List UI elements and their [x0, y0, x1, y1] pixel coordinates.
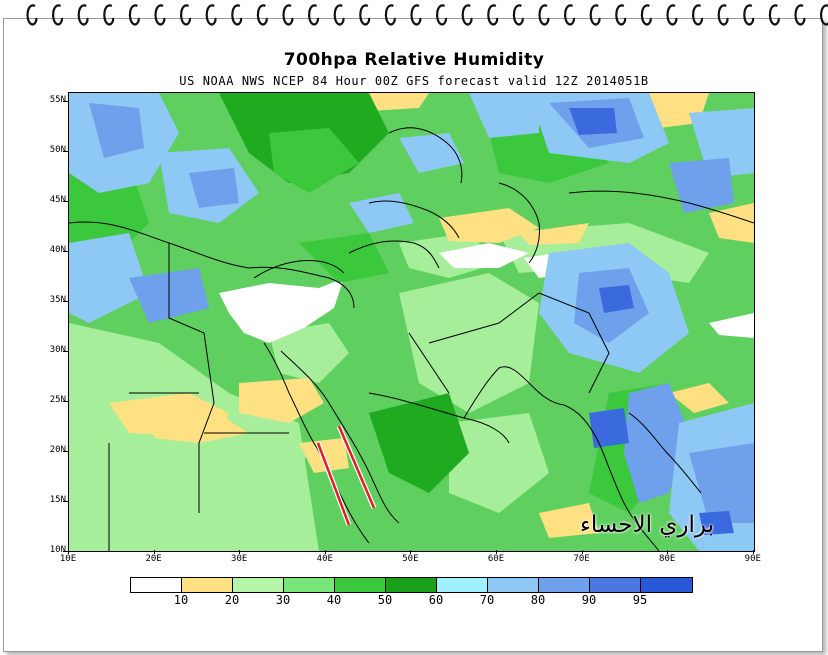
latitude-tick-label: 10N [49, 545, 66, 555]
binding-ring [743, 4, 755, 26]
binding-ring [794, 4, 806, 26]
latitude-tick-mark [63, 151, 68, 152]
binding-ring [52, 4, 63, 26]
binding-ring [487, 4, 499, 26]
binding-ring [384, 4, 396, 26]
legend-value-label: 10 [173, 593, 189, 607]
legend-value-label: 80 [530, 593, 546, 607]
longitude-tick-mark [667, 550, 669, 554]
longitude-tick-mark [153, 550, 155, 554]
color-legend-bar [130, 577, 693, 593]
longitude-tick-label: 80E [659, 554, 676, 564]
legend-value-label: 95 [632, 593, 648, 607]
legend-color-cell [590, 578, 641, 592]
binding-ring [103, 4, 115, 26]
legend-value-label: 50 [377, 593, 393, 607]
legend-color-cell [335, 578, 386, 592]
longitude-tick-label: 40E [316, 554, 333, 564]
binding-ring [512, 4, 524, 26]
legend-color-cell [437, 578, 488, 592]
legend-value-label: 40 [326, 593, 342, 607]
latitude-tick-label: 45N [49, 195, 66, 205]
longitude-tick-label: 90E [744, 554, 761, 564]
longitude-tick-mark [239, 550, 241, 554]
binding-ring [538, 4, 550, 26]
binding-ring [77, 4, 89, 26]
legend-color-cell [641, 578, 692, 592]
longitude-tick-label: 50E [402, 554, 419, 564]
latitude-tick-mark [63, 101, 68, 102]
latitude-tick-label: 40N [49, 245, 66, 255]
longitude-tick-label: 30E [231, 554, 248, 564]
binding-ring [333, 4, 345, 26]
binding-ring [589, 4, 601, 26]
map-subtitle: US NOAA NWS NCEP 84 Hour 00Z GFS forecas… [179, 74, 649, 88]
legend-color-cell [386, 578, 437, 592]
legend-color-cell [284, 578, 335, 592]
latitude-tick-label: 25N [49, 395, 66, 405]
latitude-tick-label: 50N [49, 145, 66, 155]
longitude-tick-label: 10E [59, 554, 77, 564]
longitude-tick-label: 20E [145, 554, 162, 564]
binding-ring [180, 4, 191, 26]
humidity-map [68, 92, 755, 552]
binding-ring [717, 4, 729, 26]
legend-color-cell [131, 578, 182, 592]
legend-value-label: 30 [275, 593, 291, 607]
legend-value-label: 20 [224, 593, 240, 607]
longitude-tick-mark [410, 550, 412, 554]
binding-ring [436, 4, 447, 26]
latitude-tick-mark [63, 301, 68, 302]
binding-ring [359, 4, 371, 26]
latitude-tick-mark [63, 201, 68, 202]
legend-color-cell [488, 578, 539, 592]
binding-ring [128, 4, 140, 26]
binding-ring [231, 4, 243, 26]
binding-ring [26, 4, 38, 26]
longitude-tick-mark [324, 550, 326, 554]
binding-ring [461, 4, 473, 26]
humidity-map-canvas [69, 93, 754, 551]
legend-color-cell [182, 578, 233, 592]
legend-color-cell [539, 578, 590, 592]
binding-ring [410, 4, 422, 26]
latitude-tick-label: 35N [49, 295, 66, 305]
latitude-tick-label: 15N [49, 495, 66, 505]
spiral-binding [26, 4, 828, 26]
latitude-tick-mark [63, 451, 68, 452]
latitude-tick-label: 55N [49, 95, 66, 105]
binding-ring [820, 4, 828, 26]
latitude-tick-mark [63, 551, 68, 552]
latitude-tick-label: 20N [49, 445, 66, 455]
binding-ring [205, 4, 217, 26]
binding-ring [692, 4, 703, 26]
legend-value-label: 60 [428, 593, 444, 607]
binding-ring [154, 4, 166, 26]
latitude-tick-mark [63, 401, 68, 402]
longitude-tick-mark [752, 550, 754, 554]
longitude-tick-mark [496, 550, 497, 554]
longitude-tick-mark [68, 550, 69, 554]
binding-ring [768, 4, 780, 26]
latitude-tick-label: 30N [49, 345, 66, 355]
legend-value-label: 70 [479, 593, 495, 607]
binding-ring [564, 4, 575, 26]
red-sea-markers [315, 425, 377, 526]
latitude-tick-mark [63, 351, 68, 352]
binding-ring [640, 4, 652, 26]
binding-ring [308, 4, 319, 26]
longitude-tick-label: 70E [573, 554, 590, 564]
longitude-tick-label: 60E [487, 554, 505, 564]
map-title: 700hpa Relative Humidity [283, 50, 545, 70]
latitude-tick-mark [63, 501, 68, 502]
legend-value-label: 90 [581, 593, 597, 607]
binding-ring [256, 4, 268, 26]
latitude-tick-mark [63, 251, 68, 252]
longitude-tick-mark [581, 550, 583, 554]
watermark-text: براري الاحساء [580, 512, 714, 538]
binding-ring [666, 4, 678, 26]
binding-ring [282, 4, 294, 26]
binding-ring [615, 4, 627, 26]
legend-color-cell [233, 578, 284, 592]
